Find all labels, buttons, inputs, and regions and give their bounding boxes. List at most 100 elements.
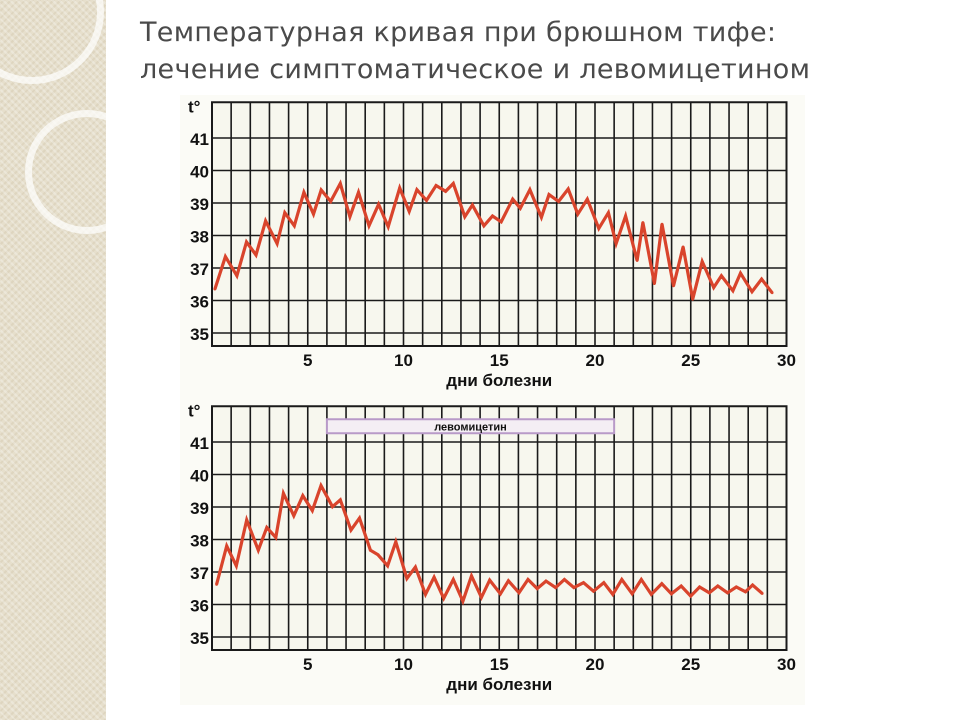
temperature-point	[649, 593, 653, 596]
temperature-point	[425, 199, 428, 202]
temperature-point	[562, 578, 566, 581]
temperature-point	[301, 494, 305, 498]
temperature-point	[750, 290, 754, 294]
temperature-point	[716, 584, 720, 588]
annotation-label: левомицетин	[434, 421, 507, 433]
y-tick-label: 37	[190, 260, 209, 279]
temperature-point	[413, 565, 417, 569]
temperature-point	[607, 211, 610, 215]
temperature-point	[544, 579, 548, 583]
temperature-point	[726, 591, 729, 595]
temperature-point	[499, 220, 503, 224]
temperature-point	[670, 592, 673, 596]
temperature-point	[751, 583, 755, 587]
temperature-point	[349, 528, 353, 532]
x-tick-label: 5	[303, 351, 312, 370]
temperature-point	[539, 215, 543, 219]
temperature-point	[707, 591, 711, 595]
temperature-point	[225, 544, 229, 548]
temperature-point	[398, 186, 402, 190]
x-tick-label: 25	[681, 351, 700, 370]
slide-title: Температурная кривая при брюшном тифе: л…	[140, 14, 810, 88]
temperature-point	[739, 271, 742, 275]
temperature-point	[367, 224, 371, 228]
temperature-point	[614, 242, 618, 246]
temperature-point	[572, 586, 576, 589]
temperature-point	[451, 182, 455, 185]
temperature-point	[245, 518, 249, 522]
temperature-point	[760, 277, 764, 281]
temperature-point	[698, 585, 701, 589]
temperature-point	[639, 578, 643, 581]
temperature-point	[463, 215, 467, 219]
temperature-point	[719, 274, 723, 278]
temperature-point	[407, 210, 411, 213]
temperature-point	[660, 222, 664, 226]
temperature-point	[566, 187, 570, 191]
temperature-point	[681, 245, 685, 249]
temperature-point	[256, 548, 260, 552]
temperature-point	[224, 255, 227, 259]
temperature-point	[432, 575, 436, 579]
temperature-point	[444, 189, 448, 193]
temperature-point	[611, 593, 615, 596]
temperature-point	[461, 599, 465, 603]
temperature-point	[582, 581, 585, 585]
temperature-point	[329, 199, 333, 203]
y-tick-label: 37	[190, 564, 209, 583]
temperature-point	[597, 226, 601, 230]
temperature-point	[630, 592, 634, 596]
temperature-point	[310, 509, 314, 512]
temperature-point	[471, 203, 474, 207]
temperature-point	[635, 259, 639, 262]
temperature-point	[498, 592, 502, 596]
temperature-point	[386, 225, 390, 229]
temperature-point	[245, 240, 248, 244]
chart-levomycetin-treatment: левомицетин 35 36 37 38 39 40 41 t° 5 10 15 20 25 30 дн…	[180, 395, 805, 705]
temperature-point	[482, 224, 486, 228]
temperature-point	[641, 221, 645, 224]
temperature-point	[386, 564, 390, 568]
temperature-point	[679, 584, 683, 588]
temperature-point	[535, 587, 539, 590]
x-tick-label: 30	[777, 351, 796, 370]
temperature-point	[760, 592, 764, 595]
temperature-point	[394, 540, 398, 544]
title-line-2: лечение симптоматическое и левомицетином	[140, 54, 811, 85]
temperature-point	[770, 291, 774, 295]
y-axis-label: t°	[188, 401, 201, 420]
temperature-point	[405, 577, 409, 580]
decorative-ring	[25, 110, 149, 234]
x-tick-label: 10	[394, 351, 413, 370]
decorative-ring	[0, 0, 104, 84]
temperature-point	[235, 274, 239, 278]
temperature-point	[700, 260, 704, 263]
temperature-point	[338, 182, 342, 185]
temperature-point	[602, 581, 606, 585]
y-tick-label: 38	[190, 228, 209, 247]
temperature-point	[691, 297, 695, 301]
x-axis-label: дни болезни	[446, 675, 552, 694]
y-tick-label: 35	[190, 325, 209, 344]
temperature-point	[554, 586, 557, 589]
temperature-point	[576, 212, 580, 216]
temperature-point	[488, 578, 492, 582]
y-axis-label: t°	[188, 97, 201, 116]
chart-symptomatic-treatment: 35 36 37 38 39 40 41 t° 5 10 15 20 25 30 дни болезни	[180, 95, 805, 395]
temperature-point	[338, 498, 342, 502]
temperature-point	[424, 593, 427, 596]
y-tick-label: 39	[190, 499, 209, 518]
temperature-point	[528, 188, 532, 192]
x-tick-label: 15	[490, 351, 509, 370]
temperature-point	[348, 215, 352, 219]
temperature-point	[264, 219, 268, 223]
temperature-point	[672, 284, 675, 288]
temperature-point	[368, 548, 372, 552]
temperature-point	[652, 282, 656, 285]
temperature-point	[357, 190, 360, 194]
temperature-point	[282, 491, 285, 495]
temperature-point	[712, 286, 716, 289]
annotation-band	[325, 418, 616, 435]
temperature-point	[442, 596, 446, 600]
temperature-point	[213, 287, 217, 291]
